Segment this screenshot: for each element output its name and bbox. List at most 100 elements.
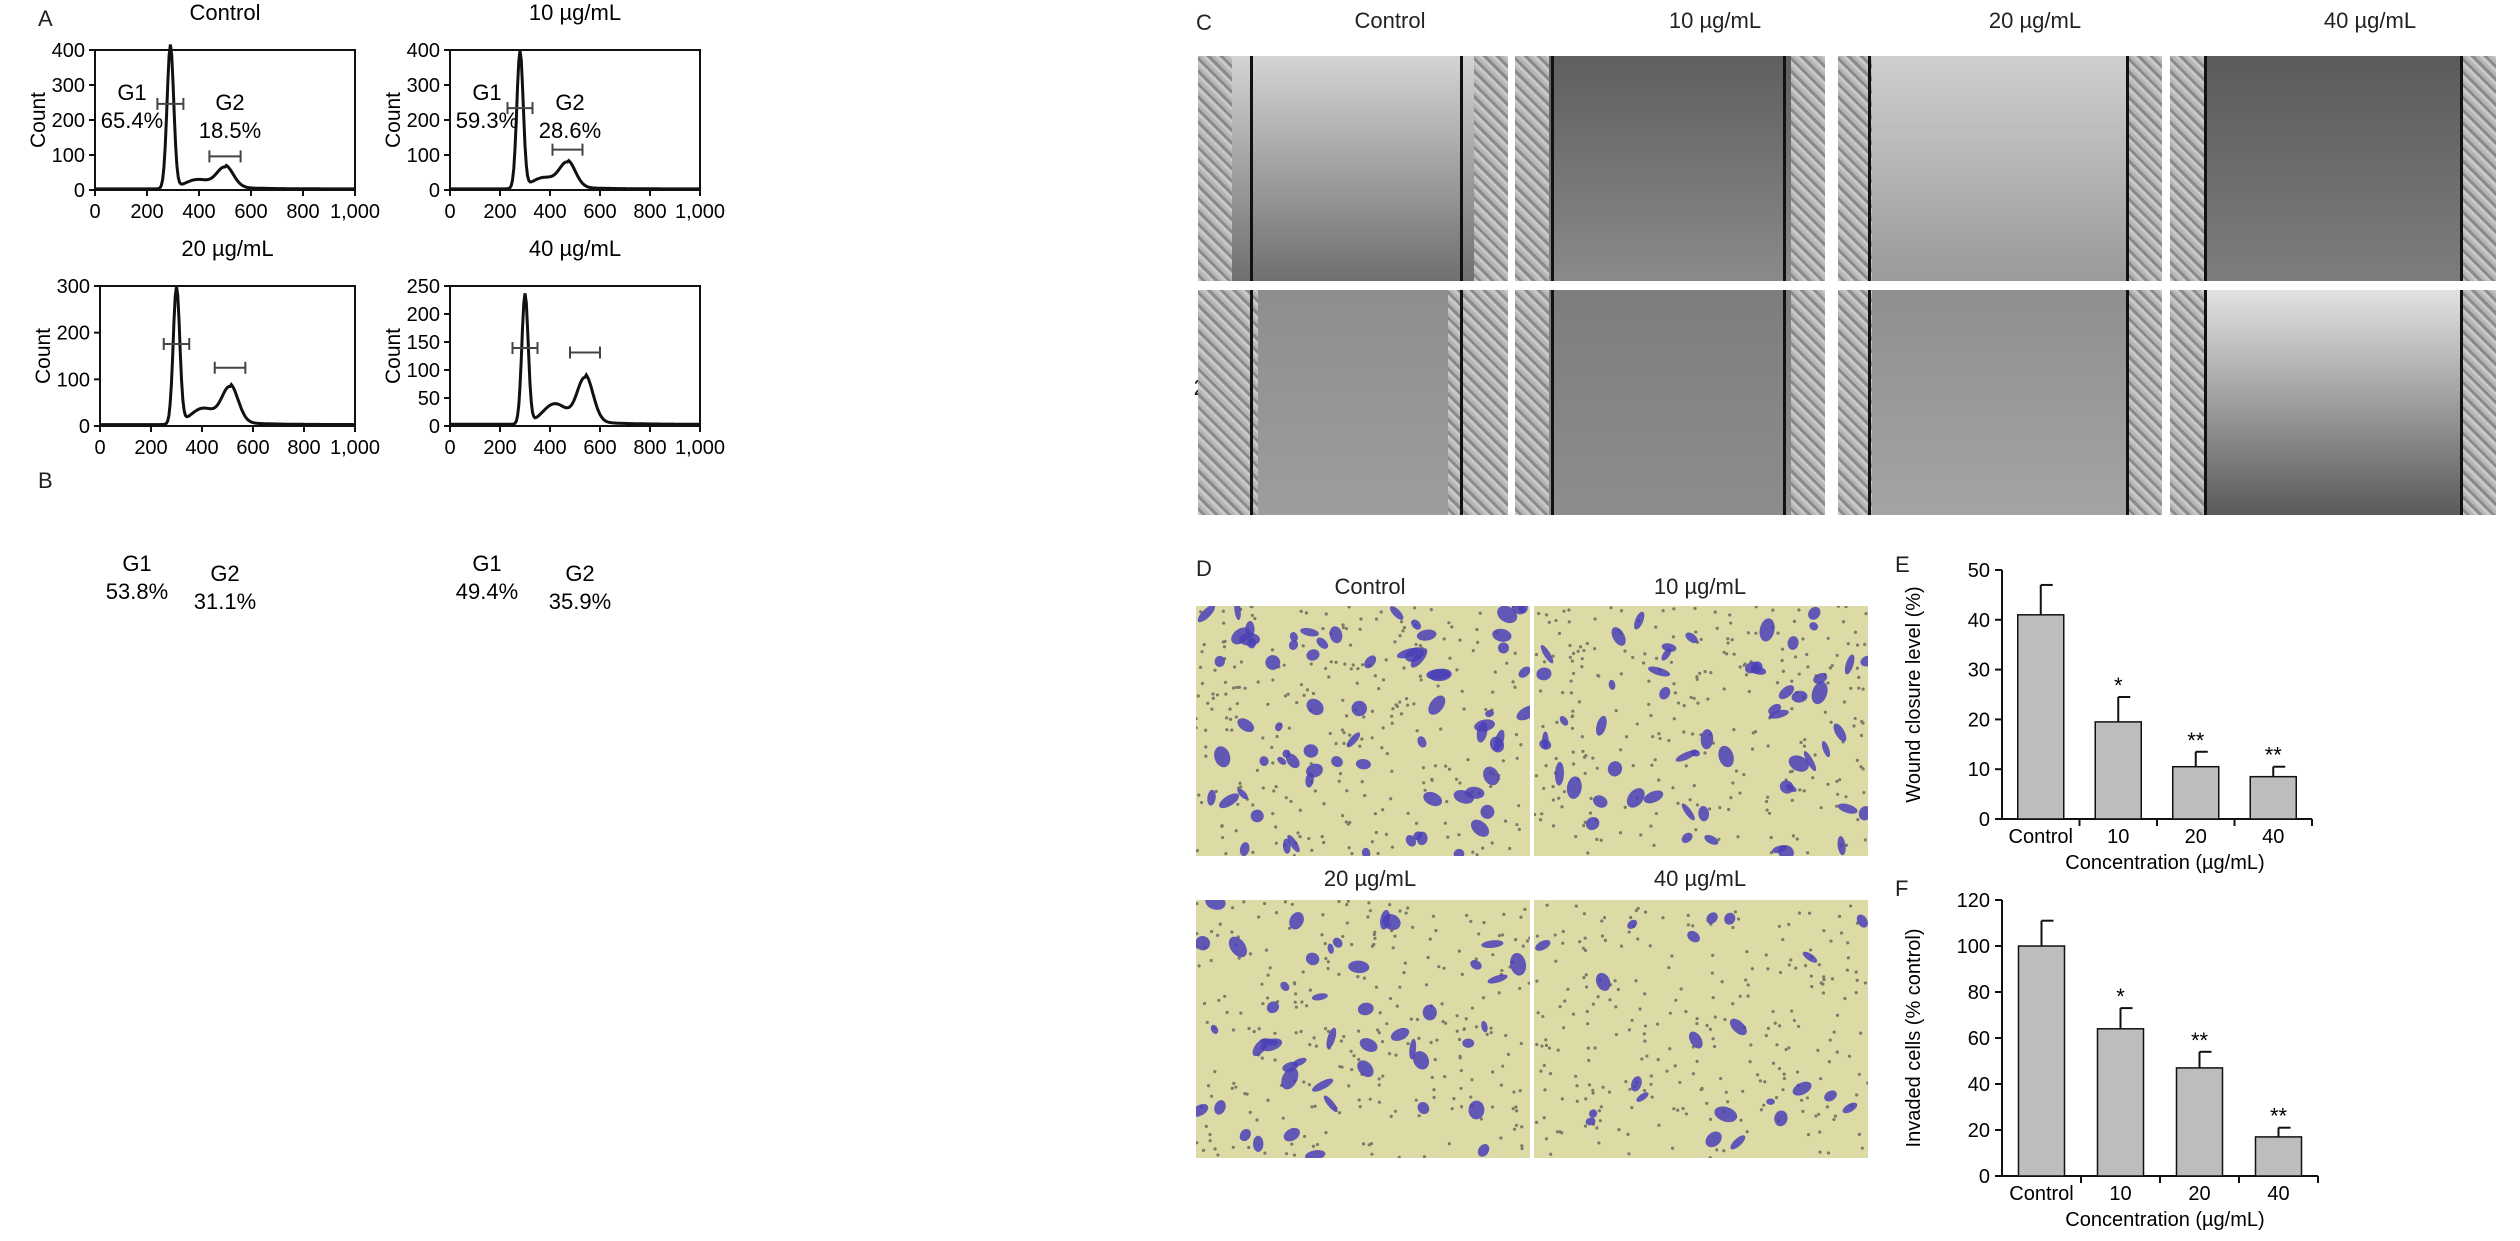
membrane-pore bbox=[1600, 934, 1605, 938]
membrane-pore bbox=[1827, 1060, 1831, 1064]
invaded-cell bbox=[1480, 804, 1495, 819]
membrane-pore bbox=[1708, 1117, 1713, 1122]
membrane-pore bbox=[1562, 1026, 1566, 1030]
membrane-pore bbox=[1256, 680, 1260, 684]
membrane-pore bbox=[1251, 803, 1255, 807]
small-chart-bar bbox=[2175, 1067, 2224, 1177]
membrane-pore bbox=[1711, 995, 1715, 1000]
membrane-pore bbox=[1846, 956, 1850, 960]
invaded-cell bbox=[1323, 1095, 1338, 1113]
membrane-pore bbox=[1689, 695, 1693, 699]
membrane-pore bbox=[1778, 970, 1783, 975]
membrane-pore bbox=[1508, 846, 1512, 851]
invaded-cell bbox=[1487, 974, 1508, 984]
invaded-cell bbox=[1474, 719, 1495, 732]
membrane-pore bbox=[1799, 740, 1803, 745]
membrane-pore bbox=[1720, 980, 1724, 984]
membrane-pore bbox=[1224, 716, 1229, 720]
invaded-cell bbox=[1234, 606, 1241, 621]
membrane-pore bbox=[1222, 645, 1227, 649]
invaded-cell bbox=[1802, 951, 1818, 963]
small-chart-ytick-label: 50 bbox=[1968, 560, 1990, 582]
apoptotic-rate-chart: 015304560Apoptotic rate (%)G-Rh2 Concent… bbox=[0, 760, 1180, 1241]
transwell-label: 20 µg/mL bbox=[1323, 866, 1417, 891]
membrane-pore bbox=[1670, 1146, 1675, 1150]
invaded-cell bbox=[1497, 606, 1518, 624]
membrane-pore bbox=[1799, 1098, 1804, 1102]
membrane-pore bbox=[1572, 671, 1576, 676]
membrane-pore bbox=[1493, 670, 1497, 674]
membrane-pore bbox=[1525, 939, 1530, 943]
membrane-pore bbox=[1307, 836, 1311, 841]
membrane-pore bbox=[1389, 1114, 1393, 1119]
membrane-pore bbox=[1795, 837, 1799, 841]
invaded-cell bbox=[1778, 845, 1794, 856]
membrane-pore bbox=[1708, 1156, 1712, 1158]
membrane-pore bbox=[1642, 1088, 1647, 1093]
membrane-pore bbox=[1216, 1153, 1220, 1157]
membrane-pore bbox=[1360, 737, 1364, 741]
membrane-pore bbox=[1294, 1031, 1298, 1035]
membrane-pore bbox=[1385, 751, 1389, 756]
membrane-pore bbox=[1450, 625, 1454, 629]
membrane-pore bbox=[1670, 954, 1674, 958]
invaded-cell bbox=[1306, 698, 1324, 716]
membrane-pore bbox=[1835, 1050, 1839, 1054]
invaded-cell bbox=[1681, 803, 1695, 821]
membrane-pore bbox=[1477, 932, 1481, 936]
membrane-pore bbox=[1781, 937, 1785, 942]
g2-label: G2 bbox=[215, 90, 244, 115]
membrane-pore bbox=[1459, 1086, 1463, 1091]
membrane-pore bbox=[1745, 950, 1749, 954]
membrane-pore bbox=[1299, 683, 1304, 687]
membrane-pore bbox=[1736, 917, 1741, 921]
membrane-pore bbox=[1321, 627, 1325, 631]
membrane-pore bbox=[1326, 966, 1330, 971]
membrane-pore bbox=[1457, 1037, 1462, 1042]
membrane-pore bbox=[1603, 938, 1607, 942]
membrane-pore bbox=[1710, 971, 1714, 975]
membrane-pore bbox=[1793, 655, 1798, 659]
g2-label: G2 bbox=[565, 561, 594, 586]
membrane-pore bbox=[1266, 1098, 1270, 1102]
histogram-xtick-label: 1,000 bbox=[330, 201, 380, 223]
membrane-pore bbox=[1398, 909, 1402, 913]
membrane-pore bbox=[1342, 741, 1346, 745]
membrane-pore bbox=[1818, 1150, 1822, 1154]
wound-col-label: 40 µg/mL bbox=[2323, 8, 2417, 33]
membrane-pore bbox=[1224, 692, 1228, 696]
membrane-pore bbox=[1390, 714, 1394, 718]
membrane-pore bbox=[1769, 835, 1773, 840]
membrane-pore bbox=[1738, 994, 1742, 998]
invaded-cell bbox=[1626, 788, 1645, 808]
invaded-cell bbox=[1706, 912, 1718, 924]
membrane-pore bbox=[1580, 735, 1584, 739]
invaded-cell bbox=[1607, 761, 1623, 777]
membrane-pore bbox=[1390, 769, 1394, 773]
membrane-pore bbox=[1754, 606, 1758, 609]
membrane-pore bbox=[1651, 734, 1655, 739]
invaded-cell bbox=[1759, 618, 1775, 642]
membrane-pore bbox=[1196, 1141, 1199, 1145]
membrane-pore bbox=[1381, 678, 1386, 682]
wound-healing-grid: Control 10 µg/mL 20 µg/mL 40 µg/mL 0 h 2… bbox=[1170, 0, 2500, 520]
membrane-pore bbox=[1357, 1098, 1361, 1102]
histogram-ytick-label: 200 bbox=[407, 110, 440, 132]
membrane-pore bbox=[1743, 662, 1747, 666]
membrane-pore bbox=[1196, 932, 1199, 936]
membrane-pore bbox=[1682, 704, 1686, 708]
membrane-pore bbox=[1731, 781, 1735, 785]
membrane-pore bbox=[1759, 1108, 1763, 1112]
membrane-pore bbox=[1853, 630, 1858, 634]
membrane-pore bbox=[1846, 941, 1850, 945]
membrane-pore bbox=[1691, 924, 1695, 928]
invaded-cell bbox=[1289, 912, 1304, 930]
membrane-pore bbox=[1843, 996, 1847, 1001]
membrane-pore bbox=[1384, 658, 1388, 662]
invaded-cell bbox=[1275, 722, 1283, 732]
membrane-pore bbox=[1326, 1029, 1331, 1033]
invaded-cell bbox=[1326, 1027, 1337, 1049]
membrane-pore bbox=[1394, 1053, 1398, 1057]
histogram-ytick-label: 200 bbox=[52, 110, 85, 132]
membrane-pore bbox=[1265, 996, 1270, 1000]
